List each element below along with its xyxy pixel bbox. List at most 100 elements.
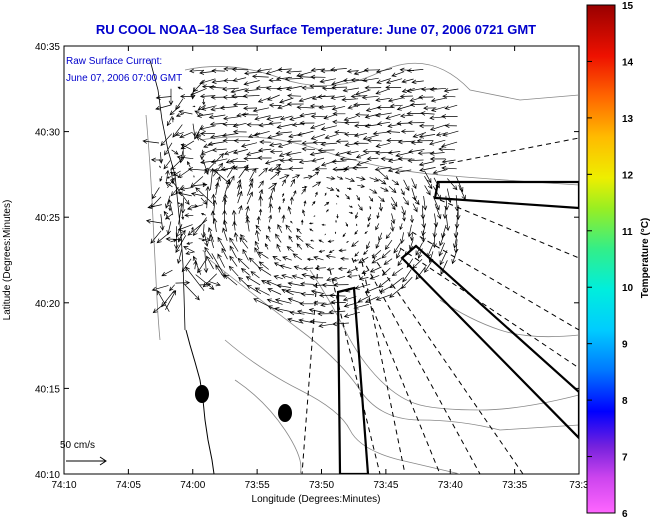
- current-vector: [191, 226, 194, 232]
- current-vector: [241, 112, 259, 118]
- current-vector: [244, 88, 259, 93]
- x-axis-label: Longitude (Degrees:Minutes): [252, 494, 381, 505]
- current-vector: [309, 151, 327, 157]
- colorbar-tick-label: 9: [622, 340, 628, 351]
- current-vector: [378, 202, 383, 212]
- x-tick-label: 73:40: [438, 480, 463, 491]
- current-vector: [277, 67, 292, 72]
- current-vector: [309, 319, 327, 324]
- current-vector: [418, 134, 436, 139]
- current-vector: [376, 78, 391, 84]
- current-vector: [208, 114, 226, 120]
- current-vector: [361, 95, 379, 100]
- current-vector: [346, 273, 358, 279]
- current-vector: [384, 239, 393, 250]
- current-vector: [187, 219, 208, 236]
- current-vector: [210, 167, 215, 190]
- current-vector: [397, 139, 415, 145]
- current-vector: [336, 214, 339, 219]
- current-vector: [192, 217, 207, 237]
- current-vector: [189, 68, 205, 74]
- current-vector: [410, 215, 414, 224]
- current-vector: [444, 123, 457, 129]
- current-vector: [356, 176, 366, 181]
- current-vector: [343, 301, 360, 308]
- current-vector: [239, 234, 248, 243]
- current-vector: [430, 97, 448, 103]
- current-vector: [357, 204, 363, 211]
- current-vector: [265, 85, 283, 91]
- current-vector: [179, 151, 184, 164]
- current-vector: [159, 175, 163, 182]
- current-vector: [253, 130, 270, 137]
- current-vector: [208, 85, 225, 90]
- current-vector: [177, 191, 192, 197]
- current-vector: [396, 248, 402, 259]
- current-vector: [167, 199, 174, 216]
- current-vector: [254, 240, 260, 250]
- current-vector: [248, 257, 261, 269]
- current-vector: [286, 101, 304, 107]
- current-vector: [418, 123, 435, 129]
- current-vector: [424, 185, 431, 196]
- current-vector: [424, 170, 432, 184]
- current-vector: [376, 121, 391, 126]
- current-vector: [303, 200, 307, 207]
- current-vector: [391, 196, 398, 208]
- current-vector: [196, 113, 214, 118]
- y-axis: 40:35 40:30 40:25 40:20 40:15 40:10: [35, 42, 579, 481]
- current-vector: [409, 102, 426, 108]
- current-vector: [199, 93, 215, 99]
- current-vector: [438, 146, 456, 152]
- current-vector: [223, 66, 237, 72]
- current-vector: [221, 133, 239, 138]
- current-vector: [232, 122, 247, 128]
- current-vector: [299, 301, 314, 307]
- current-vector: [324, 134, 338, 140]
- current-vector: [208, 234, 214, 249]
- current-vector: [354, 251, 360, 257]
- current-vector: [345, 222, 348, 227]
- current-vector: [179, 132, 193, 139]
- current-vector: [194, 110, 204, 116]
- current-vector: [275, 130, 292, 136]
- current-vector: [306, 257, 314, 261]
- current-vector: [164, 142, 173, 156]
- colorbar-gradient: [586, 4, 616, 514]
- current-vector: [375, 223, 380, 231]
- current-vector: [335, 219, 337, 223]
- current-vector: [402, 196, 409, 206]
- current-vector: [195, 274, 215, 290]
- current-vector: [364, 230, 368, 234]
- current-vector: [383, 258, 393, 265]
- colorbar-tick-label: 13: [622, 114, 634, 125]
- current-vector: [324, 233, 326, 236]
- current-vector: [258, 195, 264, 207]
- current-vector: [177, 168, 192, 178]
- current-vector: [182, 282, 200, 301]
- current-vector: [282, 197, 285, 204]
- current-vector: [211, 253, 226, 278]
- current-vector: [320, 302, 335, 308]
- current-vector: [291, 274, 304, 280]
- current-vector: [318, 105, 336, 110]
- current-vector: [267, 288, 282, 295]
- current-vector: [275, 233, 282, 243]
- current-vector: [299, 112, 316, 118]
- current-vector: [444, 104, 458, 110]
- scale-arrow: [66, 456, 107, 466]
- current-vector: [336, 176, 344, 180]
- current-vector: [401, 78, 414, 84]
- current-vector: [385, 85, 402, 90]
- current-vector: [226, 164, 235, 178]
- current-vector: [416, 138, 434, 144]
- current-vector: [451, 249, 458, 265]
- current-vector: [239, 237, 249, 249]
- current-vector: [279, 115, 293, 121]
- current-vector: [326, 267, 335, 272]
- current-vector: [400, 232, 405, 244]
- current-vector: [245, 217, 251, 232]
- current-vector: [199, 282, 212, 287]
- current-vector: [272, 256, 282, 262]
- current-vector: [249, 167, 257, 181]
